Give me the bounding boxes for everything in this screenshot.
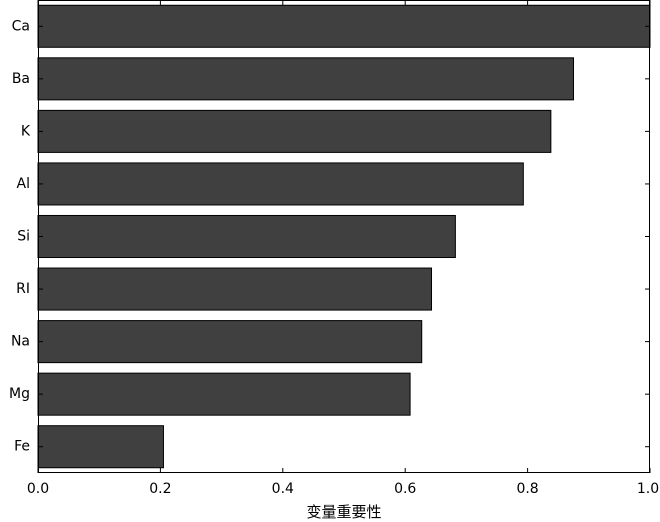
bar-ri — [37, 267, 433, 311]
bar-ca — [37, 4, 651, 48]
x-tick-label: 0.4 — [272, 481, 294, 497]
x-axis-title: 变量重要性 — [306, 503, 381, 521]
x-tick-label: 1.0 — [637, 481, 659, 497]
y-tick-label-na: Na — [11, 334, 30, 350]
x-tick-label: 0.6 — [394, 481, 416, 497]
x-tick-label: 0.2 — [149, 481, 171, 497]
bar-k — [37, 109, 552, 153]
y-tick-label-ri: RI — [16, 281, 30, 297]
bar-ba — [37, 57, 574, 101]
y-axis-ticks: Ca Ba K Al Si RI Na Mg Fe — [9, 18, 650, 455]
plot-frame — [38, 0, 650, 473]
y-tick-label-mg: Mg — [9, 386, 30, 402]
bar-fe — [37, 425, 164, 469]
bar-si — [37, 214, 456, 259]
y-tick-label-k: K — [21, 123, 31, 139]
bars-group — [37, 4, 651, 469]
bar-mg — [37, 372, 411, 416]
y-tick-label-fe: Fe — [14, 439, 30, 455]
x-tick-label: 0.0 — [27, 481, 49, 497]
y-tick-label-al: Al — [17, 176, 30, 192]
bar-al — [37, 162, 524, 206]
bar-na — [37, 320, 423, 364]
x-axis-ticks: 0.0 0.2 0.4 0.6 0.8 1.0 — [27, 0, 659, 497]
y-tick-label-ca: Ca — [12, 18, 30, 34]
x-tick-label: 0.8 — [516, 481, 538, 497]
y-tick-label-ba: Ba — [12, 71, 30, 87]
y-tick-label-si: Si — [17, 229, 30, 245]
